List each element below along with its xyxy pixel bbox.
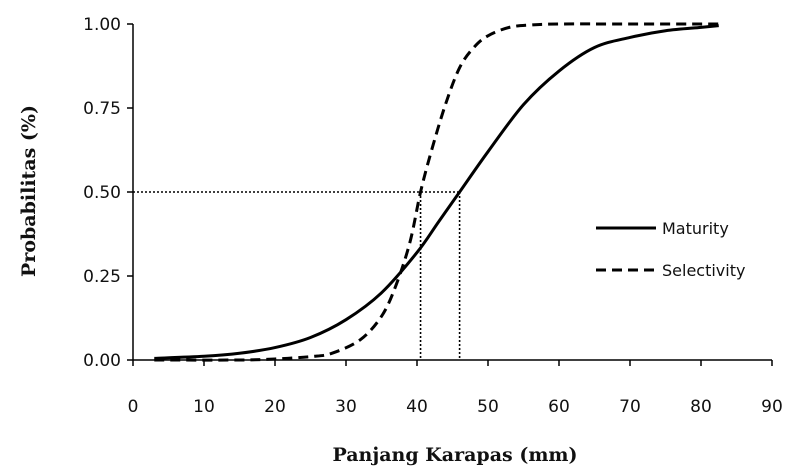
reference-lines — [133, 191, 461, 360]
y-tick-label: 0.00 — [83, 351, 121, 371]
y-tick-label: 0.25 — [83, 267, 121, 287]
legend-label-maturity: Maturity — [662, 219, 729, 238]
series-layer — [154, 22, 719, 362]
legend-label-selectivity: Selectivity — [662, 261, 745, 280]
series-line-maturity — [154, 24, 719, 360]
x-tick-label: 40 — [406, 397, 428, 417]
y-tick-label: 0.75 — [83, 99, 121, 119]
axes — [127, 23, 773, 366]
x-tick-label: 10 — [193, 397, 215, 417]
y-tick-label: 0.50 — [83, 183, 121, 203]
x-tick-label: 60 — [548, 397, 570, 417]
x-tick-label: 30 — [335, 397, 357, 417]
x-tick-labels: 0 10 20 30 40 50 60 70 80 90 — [128, 397, 783, 417]
y-tick-label: 1.00 — [83, 15, 121, 35]
x-tick-label: 70 — [619, 397, 641, 417]
x-tick-label: 50 — [477, 397, 499, 417]
y-axis-title: Probabilitas (%) — [18, 105, 40, 277]
x-tick-label: 20 — [264, 397, 286, 417]
legend: Maturity Selectivity — [596, 219, 745, 280]
x-axis-title: Panjang Karapas (mm) — [332, 444, 577, 466]
y-tick-labels: 0.00 0.25 0.50 0.75 1.00 — [83, 15, 121, 371]
x-tick-label: 0 — [128, 397, 139, 417]
x-tick-label: 80 — [690, 397, 712, 417]
x-tick-label: 90 — [761, 397, 783, 417]
